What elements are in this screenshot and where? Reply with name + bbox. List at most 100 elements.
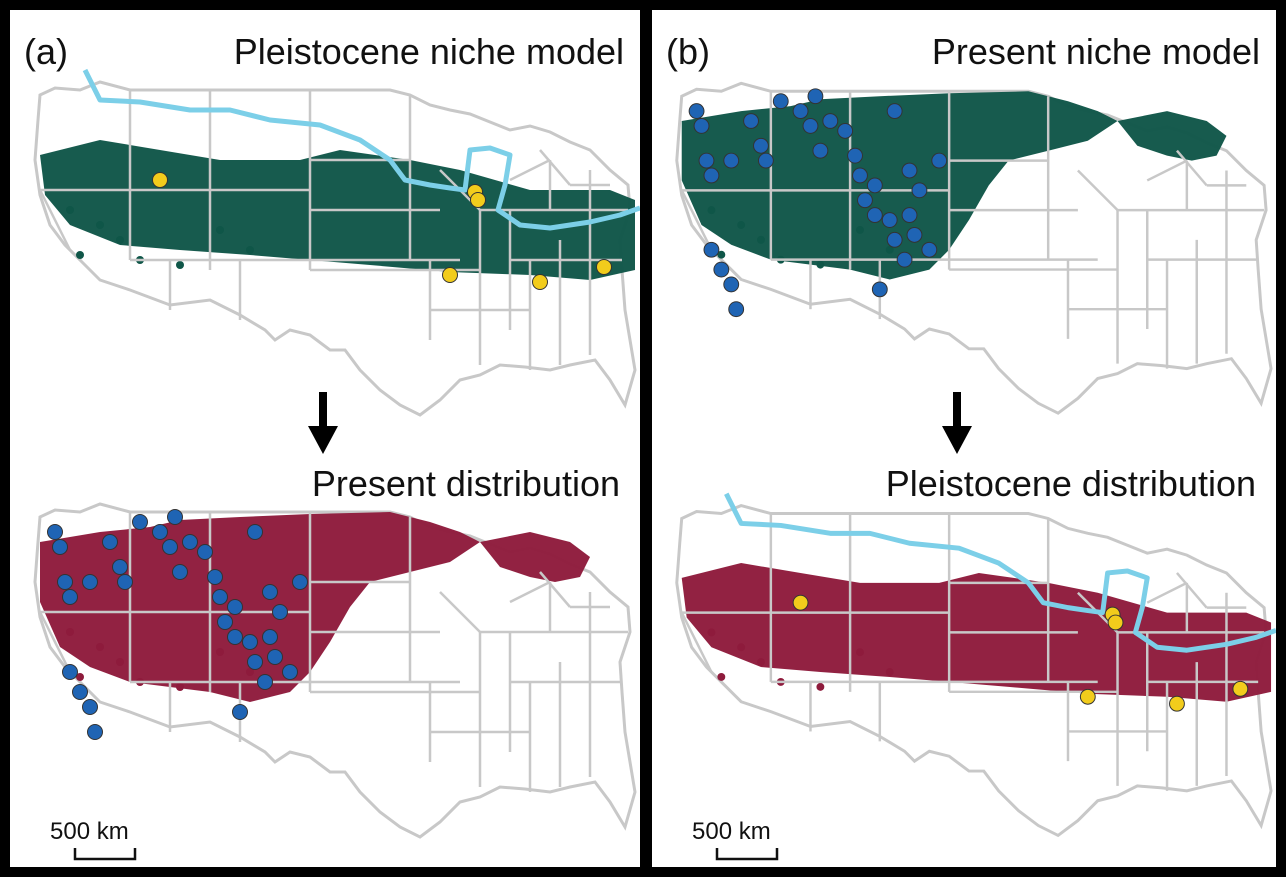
range-speck: [216, 648, 224, 656]
range-speck: [737, 643, 746, 652]
occurrence-point: [227, 629, 243, 645]
state-border: [1146, 159, 1188, 182]
occurrence-point: [822, 113, 839, 129]
state-border: [680, 189, 713, 251]
occurrence-point: [596, 259, 612, 275]
occurrence-point: [723, 152, 740, 169]
state-border: [509, 580, 551, 604]
scale-bar-icon: [715, 848, 779, 861]
occurrence-point: [1169, 695, 1185, 712]
range-speck: [756, 235, 765, 244]
range-speck: [176, 683, 184, 691]
state-border: [509, 158, 551, 182]
occurrence-point: [132, 514, 148, 530]
occurrence-point: [753, 137, 769, 154]
occurrence-point: [723, 276, 740, 293]
occurrence-point: [267, 649, 283, 665]
top-map-title: Pleistocene niche model: [233, 31, 624, 72]
occurrence-point: [693, 118, 710, 134]
range-speck: [116, 236, 124, 244]
occurrence-point: [212, 589, 228, 605]
occurrence-point: [532, 274, 548, 290]
occurrence-point: [47, 524, 63, 540]
top-map-title: Present niche model: [931, 31, 1260, 72]
occurrence-point: [197, 544, 213, 560]
occurrence-point: [1107, 614, 1124, 631]
state-border: [38, 611, 72, 673]
panel-letter: (a): [24, 31, 68, 72]
occurrence-point: [62, 589, 78, 605]
panel-divider: [640, 0, 652, 877]
bottom-map: [675, 492, 1276, 838]
down-arrow-icon: [942, 392, 972, 454]
state-border: [680, 612, 713, 673]
occurrence-point: [921, 241, 938, 258]
occurrence-point: [886, 231, 903, 248]
distribution-area: [33, 502, 637, 839]
range-speck: [756, 658, 765, 667]
panel-letter: (b): [666, 31, 710, 72]
occurrence-point: [232, 704, 248, 720]
occurrence-point: [57, 574, 73, 590]
occurrence-point: [852, 167, 868, 184]
bottom-map: [33, 502, 637, 839]
occurrence-point: [911, 182, 928, 199]
range-speck: [816, 682, 825, 691]
state-border: [1077, 169, 1119, 212]
state-borders: [38, 90, 628, 370]
range-speck: [885, 245, 894, 254]
range-speck: [96, 643, 104, 651]
state-border: [1176, 149, 1208, 187]
occurrence-point: [866, 177, 883, 194]
occurrence-point: [442, 267, 458, 283]
occurrence-point: [772, 93, 789, 110]
range-speck: [76, 251, 84, 259]
occurrence-point: [272, 604, 288, 620]
range-speck: [737, 221, 746, 229]
range-speck: [246, 246, 254, 254]
occurrence-point: [102, 534, 118, 550]
state-border: [539, 149, 571, 186]
scale-bar-icon: [73, 848, 137, 861]
occurrence-point: [52, 539, 68, 555]
top-map: [33, 68, 640, 417]
occurrence-point: [837, 122, 854, 139]
occurrence-point: [807, 88, 824, 105]
occurrence-point: [257, 674, 273, 690]
range-speck: [707, 628, 716, 637]
state-border: [439, 591, 481, 633]
occurrence-point: [72, 684, 88, 700]
occurrence-point: [1079, 688, 1096, 705]
bottom-map-title: Pleistocene distribution: [885, 463, 1256, 504]
range-speck: [66, 206, 74, 214]
ice-margin: [82, 68, 640, 231]
occurrence-point: [62, 664, 78, 680]
occurrence-points: [792, 594, 1249, 712]
range-speck: [717, 250, 726, 259]
range-speck: [66, 628, 74, 636]
occurrence-point: [1232, 680, 1249, 697]
scale-label: 500 km: [50, 818, 129, 845]
range-speck: [707, 206, 716, 215]
occurrence-points: [152, 172, 612, 290]
occurrence-point: [743, 113, 759, 129]
range-speck: [717, 673, 726, 681]
down-arrow-icon: [308, 392, 338, 454]
occurrence-point: [82, 699, 98, 715]
scale-label: 500 km: [692, 818, 771, 845]
occurrence-point: [207, 569, 223, 585]
scale: 500 km: [692, 818, 802, 863]
state-border: [1146, 581, 1188, 604]
state-border: [38, 189, 72, 251]
occurrence-point: [152, 524, 168, 540]
occurrence-point: [87, 724, 103, 740]
occurrence-point: [931, 152, 948, 169]
occurrence-points: [47, 509, 308, 740]
range-patch: [480, 532, 590, 582]
occurrence-point: [698, 152, 715, 169]
occurrence-point: [857, 192, 873, 209]
occurrence-point: [112, 559, 128, 575]
occurrence-point: [292, 574, 308, 590]
occurrence-point: [227, 599, 243, 615]
range-speck: [856, 225, 864, 234]
